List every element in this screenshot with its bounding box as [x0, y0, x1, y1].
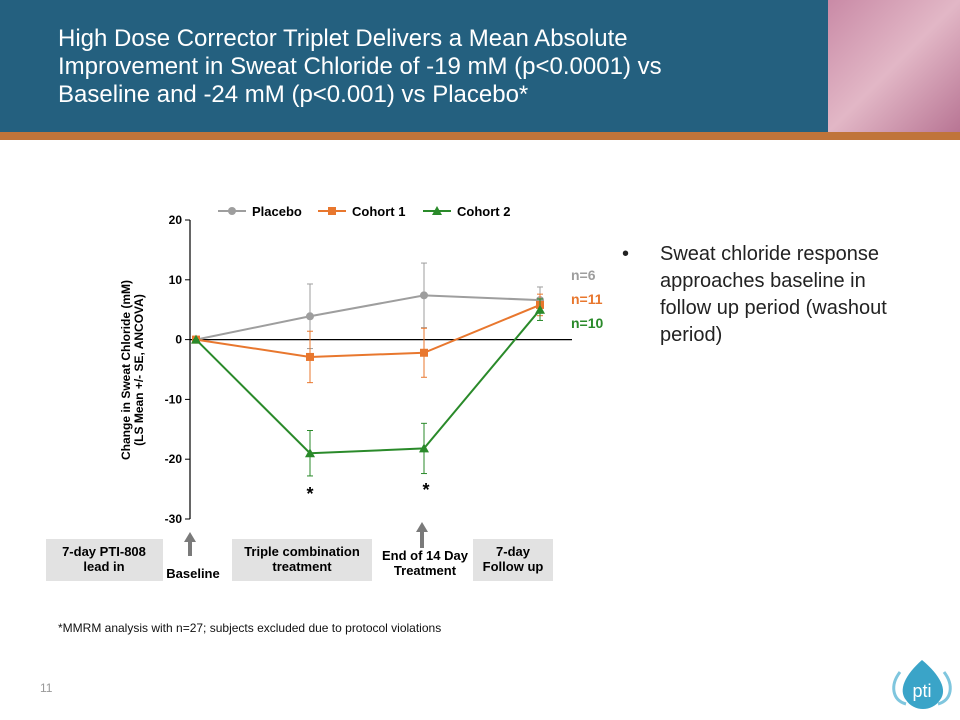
arrow: [416, 522, 428, 548]
legend-label: Cohort 1: [352, 204, 405, 219]
n-label: n=6: [571, 267, 596, 283]
legend-marker: [432, 206, 442, 215]
phase-label: Baseline: [166, 566, 219, 581]
marker: [305, 448, 315, 458]
significance-mark: *: [306, 484, 313, 504]
phase-box: [473, 539, 553, 581]
series-line: [195, 309, 541, 455]
header-stripe: [0, 132, 960, 140]
phase-label: Treatment: [394, 563, 457, 578]
logo-drop: [902, 660, 944, 709]
significance-mark: *: [422, 480, 429, 500]
logo-petal: [892, 671, 907, 706]
slide-title: Improvement in Sweat Chloride of -19 mM …: [58, 53, 662, 80]
bullet: Sweat chloride response approaches basel…: [622, 241, 922, 349]
y-tick-label: -10: [165, 392, 183, 406]
logo-petal: [937, 671, 952, 706]
phase-label: End of 14 Day: [382, 548, 469, 563]
footnote: *MMRM analysis with n=27; subjects exclu…: [58, 621, 441, 635]
phase-label: 7-day: [496, 544, 531, 559]
slide-title: Baseline and -24 mM (p<0.001) vs Placebo…: [58, 81, 528, 108]
marker: [535, 304, 545, 314]
phase-box: [46, 539, 163, 581]
logo-text: pti: [912, 681, 931, 701]
header-bar: [0, 0, 960, 132]
y-tick-label: 0: [175, 333, 182, 347]
marker: [191, 334, 201, 344]
phase-label: treatment: [272, 559, 332, 574]
phase-label: lead in: [83, 559, 124, 574]
y-tick-label: -30: [165, 512, 183, 526]
y-axis-label: (LS Mean +/- SE, ANCOVA): [132, 294, 146, 446]
marker: [306, 352, 314, 361]
legend-label: Placebo: [252, 204, 302, 219]
n-label: n=11: [571, 291, 603, 307]
slide-title: High Dose Corrector Triplet Delivers a M…: [58, 25, 628, 52]
marker: [420, 348, 428, 357]
legend-marker: [328, 207, 336, 215]
phase-label: Triple combination: [244, 544, 360, 559]
legend-label: Cohort 2: [457, 204, 510, 219]
marker: [306, 312, 314, 321]
series-line: [195, 294, 541, 341]
n-label: n=10: [571, 315, 604, 331]
y-axis-label: Change in Sweat Chloride (mM): [119, 280, 133, 460]
header-image: [828, 0, 960, 132]
phase-box: [232, 539, 372, 581]
y-tick-label: 20: [169, 213, 183, 227]
y-tick-label: -20: [165, 452, 183, 466]
marker: [419, 443, 429, 453]
legend-marker: [228, 207, 236, 215]
marker: [420, 291, 428, 300]
y-tick-label: 10: [169, 273, 183, 287]
phase-label: 7-day PTI-808: [62, 544, 146, 559]
series-line: [195, 303, 541, 358]
arrow: [184, 532, 196, 556]
phase-label: Follow up: [483, 559, 544, 574]
page-number: 11: [40, 681, 53, 695]
